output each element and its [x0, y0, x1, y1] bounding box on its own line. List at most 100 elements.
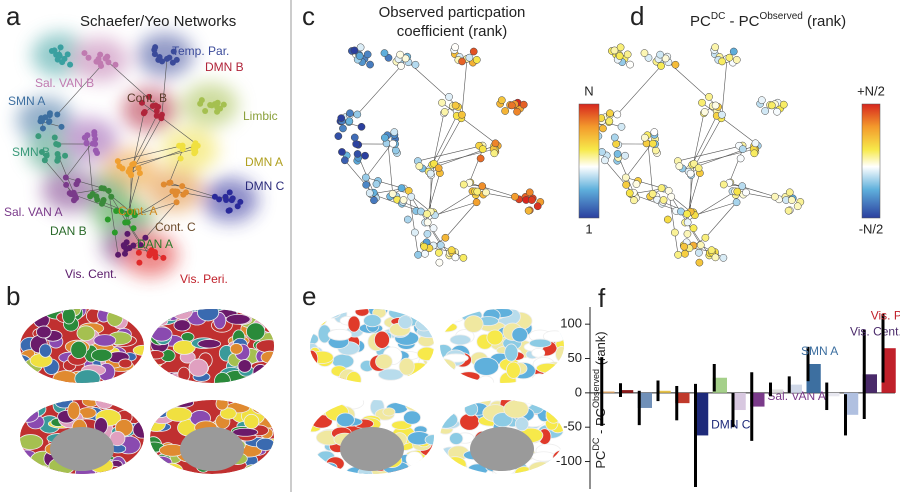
graph-node [423, 218, 432, 227]
graph-edge [461, 58, 468, 115]
graph-node [700, 108, 709, 116]
graph-node [39, 125, 46, 132]
colorbar [578, 103, 600, 219]
graph-node [440, 108, 449, 116]
graph-node [779, 100, 788, 109]
graph-node [85, 54, 92, 61]
network-label: SMN B [12, 145, 50, 159]
brain-parcel [336, 412, 355, 428]
graph-edge [357, 65, 402, 115]
graph-node [166, 179, 173, 186]
graph-edge [701, 102, 756, 144]
brain-parcel [310, 461, 324, 474]
network-label: Vis. Peri. [180, 272, 228, 286]
graph-node [478, 182, 487, 190]
graph-node [757, 96, 766, 105]
graph-node [719, 180, 728, 189]
brain-parcel [444, 309, 466, 323]
brain-parcel [257, 402, 274, 413]
graph-node [659, 196, 668, 204]
graph-node [166, 54, 173, 61]
graph-a [35, 44, 244, 266]
graph-node [131, 212, 138, 219]
graph-node [399, 196, 408, 204]
graph-node [651, 146, 660, 155]
graph-node [476, 154, 485, 163]
graph-node [130, 225, 137, 232]
brain-parcel [128, 309, 143, 317]
graph-node [38, 148, 45, 155]
brain-parcel [528, 461, 554, 474]
brain-parcel [36, 400, 52, 406]
graph-node [102, 55, 109, 62]
graph-node [112, 61, 119, 68]
brain-parcel [150, 455, 173, 470]
graph-node [153, 112, 160, 119]
brain-parcel [76, 325, 96, 341]
graph-node [141, 108, 148, 115]
graph-node [650, 128, 659, 136]
network-label: Temp. Par. [172, 44, 229, 58]
brain-parcel [252, 364, 269, 380]
graph-node [179, 146, 186, 153]
graph-node [338, 148, 346, 156]
graph-node [414, 250, 422, 259]
graph-node [667, 192, 676, 201]
label-part: Observed [591, 369, 601, 408]
graph-node [451, 101, 460, 110]
graph-node [598, 148, 606, 156]
bar [712, 377, 727, 393]
graph-node [519, 100, 528, 109]
brain-parcel [243, 413, 260, 430]
medial-wall [180, 427, 244, 471]
y-tick-label: -100 [556, 453, 582, 468]
brain-parcel [237, 359, 252, 373]
graph-node [355, 52, 364, 60]
panel-title: Observed particpation [379, 4, 526, 21]
network-label: Vis. Cent. [65, 267, 117, 281]
brain-parcel [443, 456, 467, 473]
brain-parcel [229, 343, 243, 355]
brain-parcel [440, 321, 458, 333]
graph-node [54, 111, 61, 118]
graph-node [105, 187, 112, 194]
brain-parcel [214, 372, 231, 383]
graph-node [192, 140, 199, 147]
graph-edge [677, 145, 743, 162]
graph-edge [161, 58, 168, 115]
graph-node [707, 246, 716, 255]
y-tick-label: 0 [575, 384, 582, 399]
brain-parcel [492, 412, 513, 428]
graph-d [594, 43, 805, 267]
graph-node [121, 243, 128, 250]
brain-parcel [35, 465, 51, 474]
graph-node [38, 115, 45, 122]
brain-parcel [36, 325, 52, 339]
graph-node [671, 60, 680, 69]
graph-node [435, 258, 444, 267]
brain-parcel [188, 358, 209, 377]
graph-node [421, 249, 429, 258]
brain-parcel [486, 329, 504, 346]
graph-node [67, 61, 74, 68]
y-axis-label: PCDC - PCObserved (rank) [591, 331, 608, 468]
brain-parcel [159, 462, 183, 474]
graph-node [51, 134, 58, 141]
graph-node [472, 198, 481, 207]
label-part: DC [591, 437, 601, 450]
brain-parcel [150, 365, 163, 375]
graph-node [63, 181, 70, 188]
panel-letter: e [302, 281, 316, 311]
brain-parcel [511, 327, 528, 343]
brain-parcel [95, 400, 114, 410]
brain-parcel [132, 420, 144, 439]
graph-node [612, 140, 621, 148]
graph-node [436, 241, 445, 249]
brain-parcel [150, 326, 173, 342]
graph-node [83, 140, 90, 147]
graph-node [173, 199, 180, 206]
graph-node [136, 170, 143, 177]
graph-node [773, 107, 781, 116]
graph-node [718, 110, 726, 119]
panel-letter: c [302, 1, 315, 31]
